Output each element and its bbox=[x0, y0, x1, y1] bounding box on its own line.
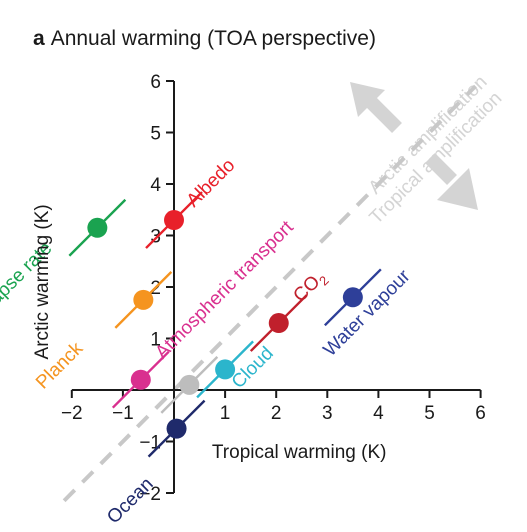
y-axis-label: Arctic warming (K) bbox=[32, 204, 53, 359]
x-tick-label: 2 bbox=[271, 403, 282, 424]
albedo-label: Albedo bbox=[183, 155, 240, 212]
panel-title: a Annual warming (TOA perspective) bbox=[33, 27, 376, 50]
water-vapour-label-text: Water vapour bbox=[320, 265, 415, 360]
cloud-marker bbox=[215, 359, 236, 380]
tropical-amplification-arrow-head bbox=[437, 168, 478, 210]
albedo-label-text: Albedo bbox=[183, 155, 240, 212]
water-vapour-label: Water vapour bbox=[320, 265, 415, 360]
x-tick-label: 5 bbox=[424, 403, 435, 424]
one-to-one-reference bbox=[62, 84, 477, 503]
panel-title-text: Annual warming (TOA perspective) bbox=[51, 27, 376, 50]
arctic-amplification-arrow-shaft bbox=[365, 96, 402, 133]
x-tick-label: −2 bbox=[61, 403, 83, 424]
y-tick-label: −2 bbox=[139, 484, 161, 505]
x-tick-label: 1 bbox=[220, 403, 231, 424]
x-tick-label: 4 bbox=[373, 403, 384, 424]
y-tick-label: 1 bbox=[150, 330, 161, 351]
arctic-amplification-arrow-head bbox=[350, 82, 385, 117]
point-marker bbox=[179, 374, 200, 395]
planck-marker bbox=[133, 289, 154, 310]
co-label: CO2 bbox=[289, 266, 331, 308]
x-tick-label: 6 bbox=[475, 403, 486, 424]
y-tick-label: −1 bbox=[139, 433, 161, 454]
x-tick-label: 3 bbox=[322, 403, 333, 424]
x-tick-label: −1 bbox=[112, 403, 134, 424]
reference-line bbox=[62, 84, 477, 503]
lapse-rate-marker bbox=[87, 217, 108, 238]
co-marker bbox=[268, 313, 289, 334]
albedo-marker bbox=[164, 210, 184, 231]
atmospheric-transport-marker bbox=[130, 369, 151, 390]
y-tick-label: 4 bbox=[150, 175, 161, 196]
ocean-marker bbox=[166, 418, 187, 439]
y-tick-label: 6 bbox=[150, 72, 161, 93]
y-tick-label: 5 bbox=[150, 124, 161, 145]
x-axis-label: Tropical warming (K) bbox=[212, 442, 387, 463]
feedback-points bbox=[68, 191, 382, 458]
tropical-amplification-arrow-shaft bbox=[425, 153, 457, 185]
panel-letter: a bbox=[33, 27, 45, 50]
water-vapour-marker bbox=[342, 287, 363, 308]
